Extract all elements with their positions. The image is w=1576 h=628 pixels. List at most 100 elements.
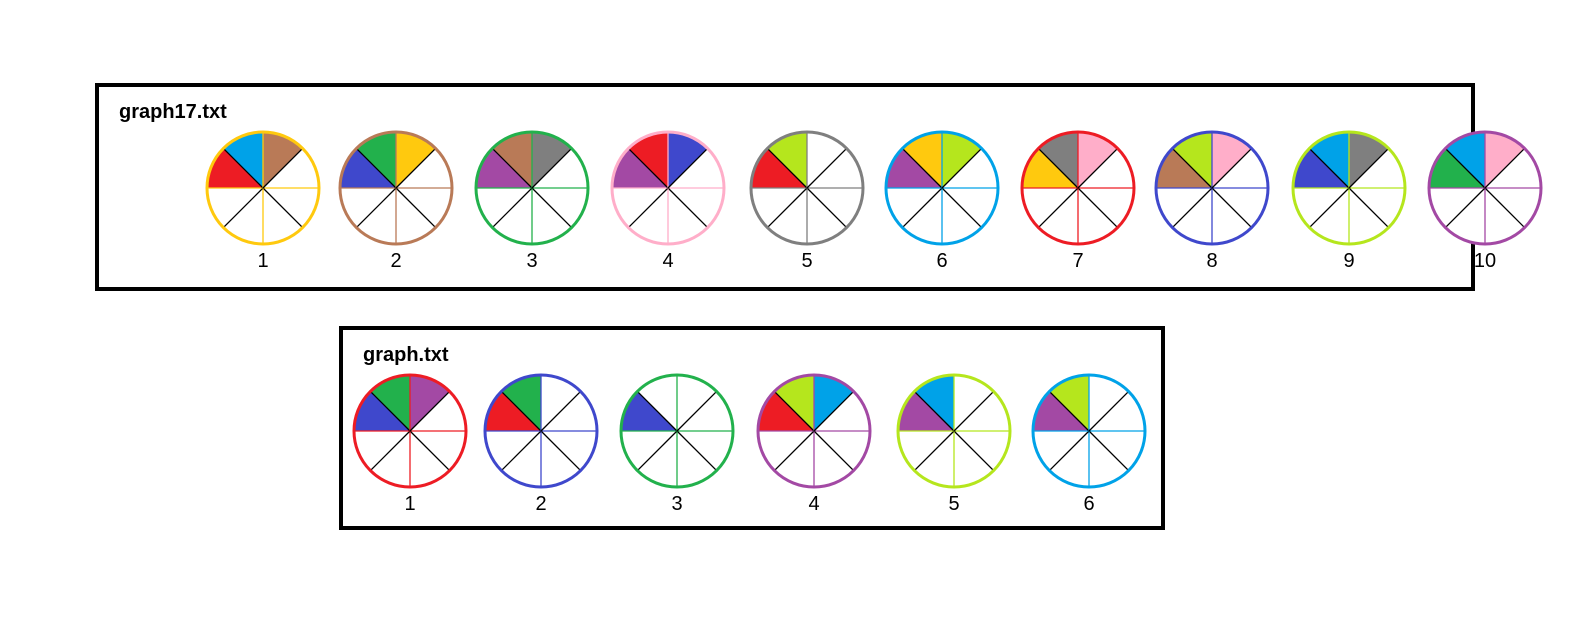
color-slot-empty bbox=[954, 375, 994, 431]
color-slot-filled bbox=[501, 375, 541, 431]
node-wheel bbox=[1020, 130, 1136, 246]
color-slot-empty bbox=[1349, 188, 1389, 244]
node-label: 5 bbox=[801, 250, 813, 272]
wheel-spoke bbox=[500, 390, 542, 432]
wheel-spoke bbox=[901, 147, 943, 189]
color-slot-empty bbox=[541, 431, 581, 487]
color-slot-empty bbox=[668, 188, 724, 228]
node-ring bbox=[610, 130, 726, 246]
color-slot-filled bbox=[1049, 375, 1089, 431]
wheel-spoke bbox=[1048, 430, 1090, 472]
wheel-spoke bbox=[395, 187, 437, 229]
node-label: 5 bbox=[948, 493, 960, 515]
color-slot-empty bbox=[207, 188, 263, 228]
wheel-spoke bbox=[627, 187, 669, 229]
color-slot-empty bbox=[1033, 431, 1089, 471]
color-slot-filled bbox=[751, 148, 807, 188]
color-slot-filled bbox=[612, 148, 668, 188]
wheel-spoke bbox=[806, 187, 848, 229]
node-ring bbox=[205, 130, 321, 246]
color-slot-empty bbox=[492, 188, 532, 244]
color-slot-empty bbox=[1485, 148, 1541, 188]
node-wheel bbox=[619, 373, 735, 489]
wheel-spoke bbox=[540, 390, 582, 432]
color-slot-empty bbox=[751, 188, 807, 228]
wheel-spoke bbox=[355, 187, 397, 229]
node-ring bbox=[619, 373, 735, 489]
color-slot-empty bbox=[1349, 148, 1405, 188]
node-label: 2 bbox=[535, 493, 547, 515]
color-slot-filled bbox=[886, 148, 942, 188]
wheel-spoke bbox=[1211, 147, 1253, 189]
color-slot-empty bbox=[814, 431, 854, 487]
wheel-spoke bbox=[262, 187, 304, 229]
color-slot-empty bbox=[263, 148, 319, 188]
wheel-spoke bbox=[953, 390, 995, 432]
color-slot-filled bbox=[492, 132, 532, 188]
wheel-spoke bbox=[531, 187, 573, 229]
color-slot-empty bbox=[410, 431, 450, 487]
color-slot-empty bbox=[1212, 148, 1268, 188]
color-slot-empty bbox=[1089, 391, 1145, 431]
color-slot-empty bbox=[356, 188, 396, 244]
wheel-spoke bbox=[262, 147, 304, 189]
color-slot-empty bbox=[1309, 188, 1349, 244]
color-slot-filled bbox=[1212, 132, 1252, 188]
wheel-spoke bbox=[395, 147, 437, 189]
color-slot-empty bbox=[677, 431, 717, 487]
color-slot-filled bbox=[898, 391, 954, 431]
color-slot-filled bbox=[814, 375, 854, 431]
color-slot-filled bbox=[668, 132, 708, 188]
wheel-spoke bbox=[1088, 390, 1130, 432]
wheel-spoke bbox=[491, 147, 533, 189]
wheel-spoke bbox=[409, 390, 451, 432]
node-ring bbox=[1020, 130, 1136, 246]
color-slot-empty bbox=[774, 431, 814, 487]
color-slot-empty bbox=[223, 188, 263, 244]
wheel-spoke bbox=[355, 147, 397, 189]
color-slot-empty bbox=[807, 132, 847, 188]
wheel-spoke bbox=[766, 187, 808, 229]
wheel-spoke bbox=[1348, 187, 1390, 229]
node-wheel bbox=[884, 130, 1000, 246]
wheel-spoke bbox=[1444, 147, 1486, 189]
panel-title: graph.txt bbox=[363, 344, 449, 366]
color-slot-empty bbox=[370, 431, 410, 487]
color-slot-filled bbox=[1349, 132, 1389, 188]
graph-panel-graph: graph.txt 1 2 3 4 5 6 bbox=[339, 326, 1165, 530]
wheel-spoke bbox=[1211, 187, 1253, 229]
wheel-spoke bbox=[1484, 147, 1526, 189]
color-slot-filled bbox=[207, 148, 263, 188]
color-slot-empty bbox=[1089, 375, 1129, 431]
wheel-spoke bbox=[941, 187, 983, 229]
wheel-spoke bbox=[953, 430, 995, 472]
color-slot-filled bbox=[410, 375, 450, 431]
color-slot-filled bbox=[1022, 148, 1078, 188]
color-slot-empty bbox=[532, 188, 572, 244]
color-slot-empty bbox=[1293, 188, 1349, 228]
node-label: 6 bbox=[936, 250, 948, 272]
wheel-spoke bbox=[222, 187, 264, 229]
node-wheel bbox=[896, 373, 1012, 489]
node-wheel bbox=[749, 130, 865, 246]
color-slot-empty bbox=[541, 375, 581, 431]
node-label: 8 bbox=[1206, 250, 1218, 272]
color-slot-filled bbox=[370, 375, 410, 431]
wheel-spoke bbox=[531, 147, 573, 189]
color-slot-empty bbox=[914, 431, 954, 487]
wheel-spoke bbox=[636, 390, 678, 432]
node-wheel bbox=[205, 130, 321, 246]
panel-title: graph17.txt bbox=[119, 101, 227, 123]
node-label: 9 bbox=[1343, 250, 1355, 272]
color-slot-filled bbox=[1485, 132, 1525, 188]
color-slot-filled bbox=[1309, 132, 1349, 188]
wheel-spoke bbox=[1037, 147, 1079, 189]
wheel-spoke bbox=[667, 147, 709, 189]
color-slot-filled bbox=[1293, 148, 1349, 188]
wheel-spoke bbox=[913, 430, 955, 472]
color-slot-filled bbox=[621, 391, 677, 431]
wheel-spoke bbox=[766, 147, 808, 189]
color-slot-empty bbox=[1038, 188, 1078, 244]
wheel-spoke bbox=[222, 147, 264, 189]
wheel-spoke bbox=[500, 430, 542, 472]
